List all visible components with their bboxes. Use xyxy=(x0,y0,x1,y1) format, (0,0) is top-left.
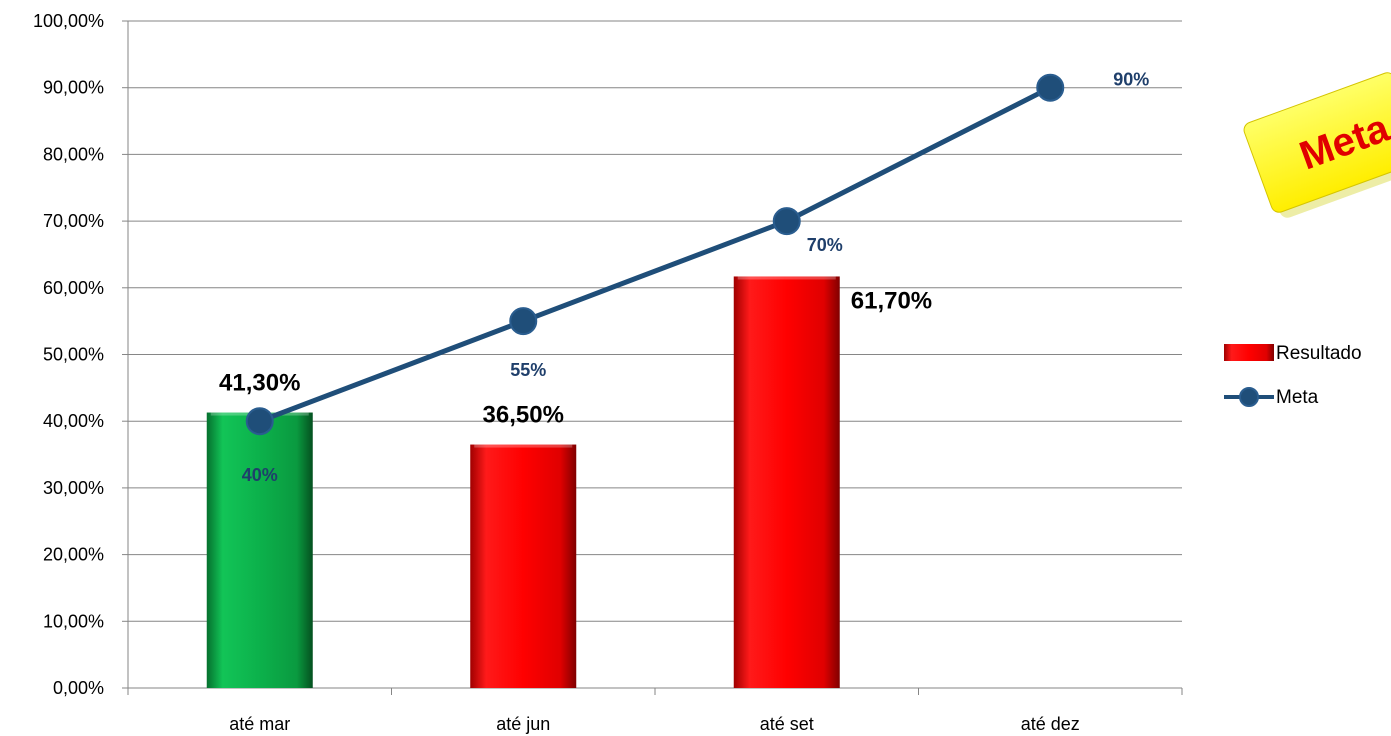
legend-marker-meta xyxy=(1239,387,1259,407)
bar-data-label: 41,30% xyxy=(219,370,300,397)
y-tick-label: 20,00% xyxy=(43,545,104,565)
y-tick-label: 80,00% xyxy=(43,144,104,164)
x-tick-label: até mar xyxy=(229,714,290,734)
y-tick-label: 50,00% xyxy=(43,345,104,365)
meta-line xyxy=(258,85,1052,424)
bar-data-label: 36,50% xyxy=(483,402,564,429)
bar-2 xyxy=(470,444,577,688)
meta-point-3 xyxy=(772,207,801,236)
legend-swatch-resultado xyxy=(1224,344,1274,361)
meta-data-label: 55% xyxy=(510,360,546,380)
legend-label-meta: Meta xyxy=(1276,387,1319,408)
line-series-meta: 40% 55% 70% 90% xyxy=(242,70,1150,486)
bar-3 xyxy=(733,276,840,688)
meta-sticker: Meta xyxy=(1243,72,1391,218)
bar-highlight xyxy=(737,276,836,280)
bar-1 xyxy=(206,412,313,688)
meta-point-1 xyxy=(245,407,274,436)
bar-highlight xyxy=(474,444,573,448)
y-tick-label: 0,00% xyxy=(53,678,104,698)
y-tick-label: 70,00% xyxy=(43,211,104,231)
meta-data-label: 90% xyxy=(1113,70,1149,90)
bar-series-resultado: 41,30% 36,50% 61,70% xyxy=(206,276,932,688)
y-tick-label: 30,00% xyxy=(43,478,104,498)
legend-label-resultado: Resultado xyxy=(1276,343,1362,364)
y-axis: 0,00% 10,00% 20,00% 30,00% 40,00% 50,00% 60,00… xyxy=(33,11,129,698)
meta-point-4 xyxy=(1036,73,1065,102)
x-axis: até mar até jun até set até dez xyxy=(127,687,1183,734)
x-tick-label: até set xyxy=(760,714,814,734)
legend: Resultado Meta xyxy=(1224,343,1362,408)
meta-data-label: 70% xyxy=(807,235,843,255)
y-tick-label: 40,00% xyxy=(43,411,104,431)
bar-data-label: 61,70% xyxy=(851,287,932,314)
x-tick-label: até jun xyxy=(496,714,550,734)
y-tick-label: 60,00% xyxy=(43,278,104,298)
y-tick-label: 100,00% xyxy=(33,11,104,31)
x-tick-label: até dez xyxy=(1021,714,1080,734)
y-tick-label: 10,00% xyxy=(43,611,104,631)
y-tick-label: 90,00% xyxy=(43,78,104,98)
meta-point-2 xyxy=(509,307,538,336)
meta-data-label: 40% xyxy=(242,465,278,485)
